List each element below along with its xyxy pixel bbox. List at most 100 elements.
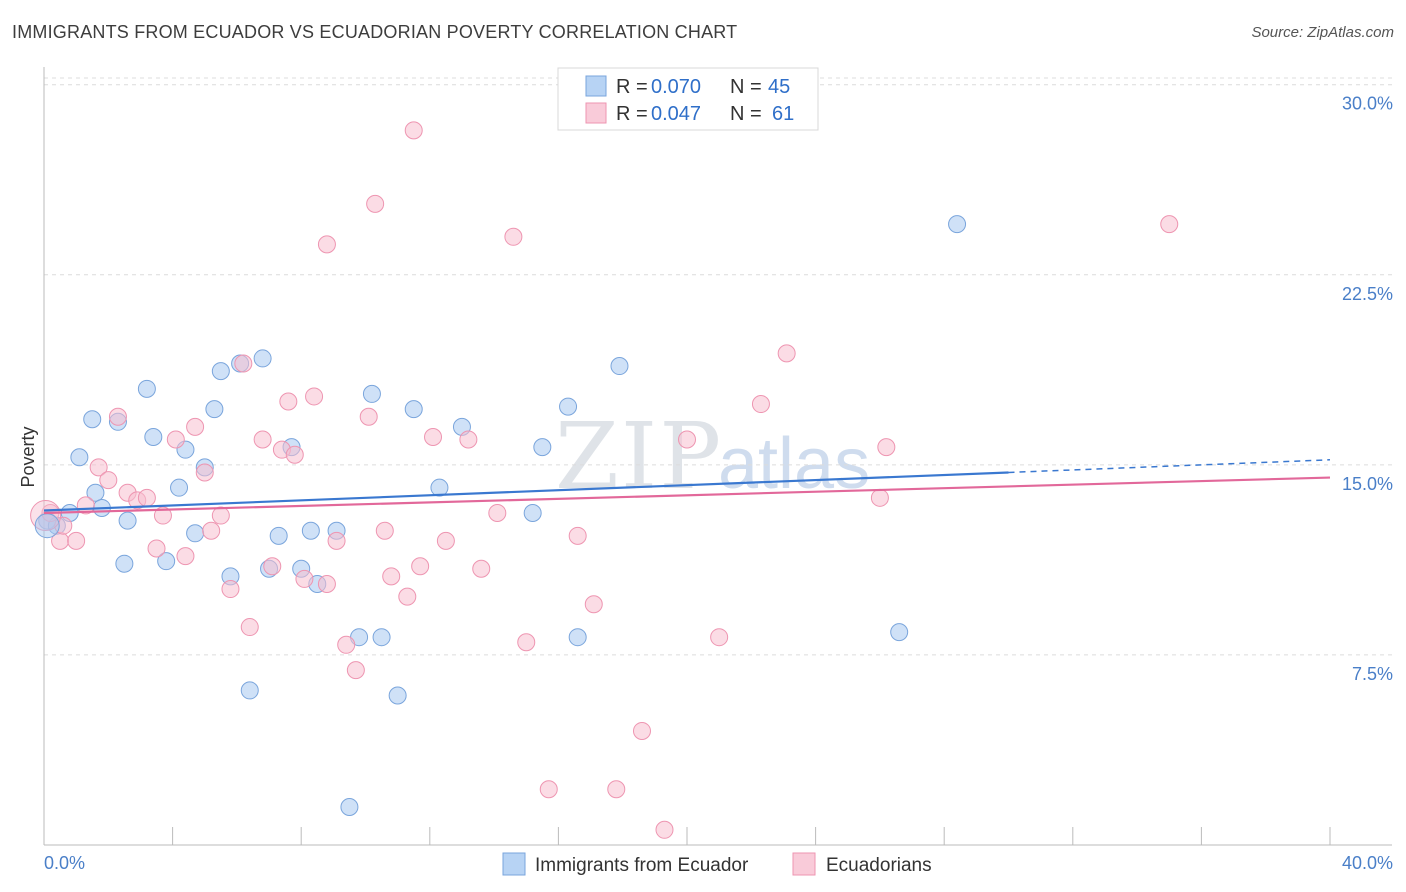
- point-immigrants: [118, 511, 137, 530]
- point-ecuadorians: [411, 557, 430, 576]
- stats-n-label-2: N =: [730, 103, 762, 125]
- point-immigrants: [240, 681, 259, 700]
- stats-r-value-1: 0.070: [651, 76, 701, 98]
- stats-legend: R = 0.070 N = 45 R = 0.047 N = 61: [557, 67, 819, 131]
- stats-r-value-2: 0.047: [651, 103, 701, 125]
- point-ecuadorians: [436, 531, 455, 550]
- chart-title: IMMIGRANTS FROM ECUADOR VS ECUADORIAN PO…: [12, 22, 738, 42]
- y-tick-label: 7.5%: [1352, 664, 1393, 684]
- point-ecuadorians: [870, 488, 889, 507]
- point-ecuadorians: [710, 628, 729, 647]
- point-ecuadorians: [67, 531, 86, 550]
- point-immigrants: [205, 400, 224, 419]
- point-ecuadorians: [176, 547, 195, 566]
- point-ecuadorians: [607, 780, 626, 799]
- point-ecuadorians: [108, 407, 127, 426]
- stats-r-label-1: R =: [616, 76, 648, 98]
- point-ecuadorians: [99, 471, 118, 490]
- bottom-legend: Immigrants from Ecuador Ecuadorians: [502, 852, 932, 876]
- axes: 7.5% 15.0% 22.5% 30.0%: [43, 67, 1393, 846]
- point-ecuadorians: [221, 580, 240, 599]
- legend-label-immigrants: Immigrants from Ecuador: [535, 855, 749, 876]
- point-immigrants: [269, 526, 288, 545]
- point-immigrants: [137, 379, 156, 398]
- trendline-immigrants-extension: [1008, 459, 1331, 474]
- point-immigrants: [186, 524, 205, 543]
- point-ecuadorians: [488, 504, 507, 523]
- point-immigrants: [115, 554, 134, 573]
- point-ecuadorians: [359, 407, 378, 426]
- point-immigrants: [372, 628, 391, 647]
- point-immigrants: [253, 349, 272, 368]
- point-ecuadorians: [147, 539, 166, 558]
- stats-n-value-1: 45: [768, 76, 790, 98]
- point-immigrants-large: [34, 513, 60, 539]
- point-immigrants: [404, 400, 423, 419]
- point-immigrants: [430, 478, 449, 497]
- point-immigrants: [144, 427, 163, 446]
- point-ecuadorians: [459, 430, 478, 449]
- point-ecuadorians: [202, 521, 221, 540]
- point-ecuadorians: [186, 417, 205, 436]
- watermark-zip: ZIP: [555, 403, 723, 510]
- point-immigrants: [568, 628, 587, 647]
- trendline-immigrants: [43, 471, 1009, 512]
- point-ecuadorians: [751, 395, 770, 414]
- trendline-ecuadorians: [43, 476, 1331, 515]
- point-ecuadorians: [539, 780, 558, 799]
- y-axis-title: Poverty: [18, 426, 38, 487]
- legend-swatch-ecuadorians: [792, 852, 816, 876]
- point-immigrants: [523, 504, 542, 523]
- point-ecuadorians: [346, 661, 365, 680]
- point-ecuadorians: [317, 235, 336, 254]
- scatter-points: [30, 121, 1179, 839]
- point-ecuadorians: [234, 354, 253, 373]
- x-tick-label-max: 40.0%: [1342, 853, 1393, 873]
- point-immigrants: [559, 397, 578, 416]
- point-immigrants: [86, 483, 105, 502]
- point-ecuadorians: [504, 227, 523, 246]
- point-ecuadorians: [366, 194, 385, 213]
- point-ecuadorians: [253, 430, 272, 449]
- point-ecuadorians: [777, 344, 796, 363]
- point-ecuadorians: [404, 121, 423, 140]
- y-tick-label: 22.5%: [1342, 284, 1393, 304]
- stats-swatch-pink: [585, 102, 607, 124]
- x-tick-label-min: 0.0%: [44, 853, 85, 873]
- point-ecuadorians: [137, 488, 156, 507]
- point-immigrants: [362, 384, 381, 403]
- point-ecuadorians: [1160, 215, 1179, 234]
- point-ecuadorians: [655, 820, 674, 839]
- stats-n-value-2: 61: [772, 103, 794, 125]
- point-ecuadorians: [375, 521, 394, 540]
- point-ecuadorians: [89, 458, 108, 477]
- legend-label-ecuadorians: Ecuadorians: [826, 855, 932, 876]
- chart-source: Source: ZipAtlas.com: [1251, 24, 1394, 41]
- point-ecuadorians: [153, 506, 172, 525]
- trend-lines: [43, 459, 1331, 515]
- point-ecuadorians: [382, 567, 401, 586]
- stats-swatch-blue: [585, 75, 607, 97]
- point-immigrants: [388, 686, 407, 705]
- y-tick-label: 30.0%: [1342, 94, 1393, 114]
- point-ecuadorians: [240, 618, 259, 637]
- point-ecuadorians: [517, 633, 536, 652]
- point-immigrants: [610, 357, 629, 376]
- point-ecuadorians: [327, 531, 346, 550]
- point-ecuadorians: [317, 574, 336, 593]
- stats-n-label-1: N =: [730, 76, 762, 98]
- point-immigrants: [157, 552, 176, 571]
- point-ecuadorians: [285, 445, 304, 464]
- point-immigrants: [533, 438, 552, 457]
- point-ecuadorians: [584, 595, 603, 614]
- point-ecuadorians: [398, 587, 417, 606]
- y-tick-label: 15.0%: [1342, 474, 1393, 494]
- point-ecuadorians: [211, 506, 230, 525]
- point-ecuadorians: [568, 526, 587, 545]
- point-ecuadorians: [295, 569, 314, 588]
- legend-swatch-immigrants: [502, 852, 526, 876]
- point-ecuadorians: [632, 721, 651, 740]
- point-immigrants: [301, 521, 320, 540]
- point-immigrants: [170, 478, 189, 497]
